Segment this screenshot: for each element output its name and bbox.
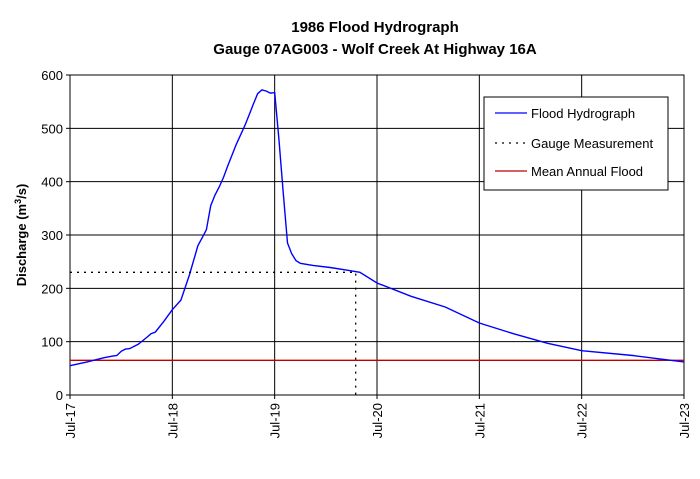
y-axis-label-superscript: 3 [13,199,23,204]
y-tick-label: 100 [41,335,63,350]
x-tick-label: Jul-23 [677,403,692,438]
chart-title: 1986 Flood Hydrograph [291,19,459,36]
chart-subtitle: Gauge 07AG003 - Wolf Creek At Highway 16… [213,41,537,58]
x-tick-label: Jul-18 [165,403,180,438]
legend-label-hydrograph: Flood Hydrograph [531,106,635,121]
y-axis-label-main: Discharge (m [14,204,29,286]
legend: Flood Hydrograph Gauge Measurement Mean … [483,96,669,191]
x-tick-label: Jul-22 [575,403,590,438]
x-tick-label: Jul-19 [268,403,283,438]
x-axis-ticks: Jul-17 Jul-18 Jul-19 Jul-20 Jul-21 Jul-22 Jul-… [63,395,692,438]
y-tick-label: 600 [41,68,63,83]
y-tick-label: 300 [41,228,63,243]
y-tick-label: 400 [41,175,63,190]
y-tick-label: 0 [56,388,63,403]
flood-hydrograph-line [69,89,685,367]
gridlines [70,75,684,395]
x-tick-label: Jul-21 [472,403,487,438]
x-tick-label: Jul-17 [63,403,78,438]
legend-label-mean: Mean Annual Flood [531,164,643,179]
y-axis-label: Discharge (m3/s) [13,184,29,287]
x-tick-label: Jul-20 [370,403,385,438]
y-axis-label-end: /s) [14,184,29,199]
y-axis-ticks: 0 100 200 300 400 500 600 [41,68,70,403]
y-tick-label: 200 [41,281,63,296]
y-tick-label: 500 [41,121,63,136]
gauge-measurement-line [70,271,357,395]
legend-label-gauge: Gauge Measurement [531,136,654,151]
